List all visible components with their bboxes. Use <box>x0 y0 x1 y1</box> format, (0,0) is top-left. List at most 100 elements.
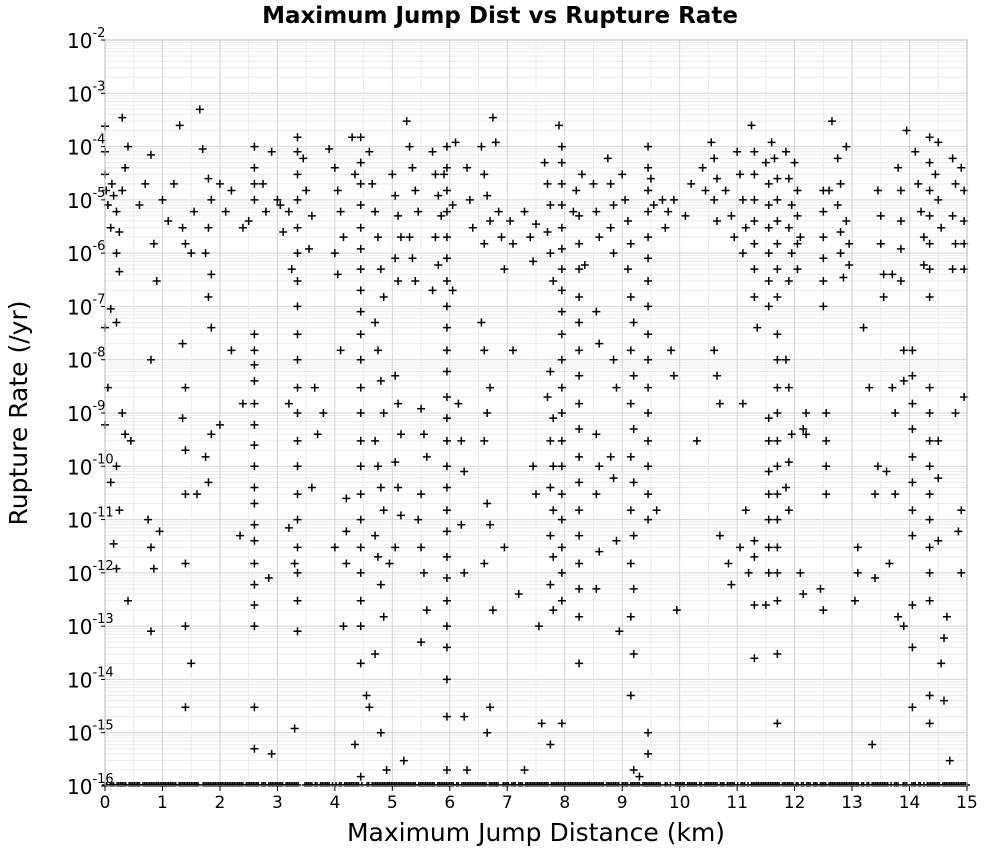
y-tick-label: 10-4 <box>67 133 105 160</box>
data-point <box>644 490 653 499</box>
data-point <box>727 211 736 220</box>
data-point <box>934 436 943 445</box>
data-point <box>925 158 934 167</box>
data-point <box>207 270 216 279</box>
data-point <box>463 163 472 172</box>
data-point <box>417 404 426 413</box>
data-point <box>925 383 934 392</box>
data-point <box>644 186 653 195</box>
data-point <box>284 207 293 216</box>
data-point <box>494 207 503 216</box>
data-point <box>764 568 773 577</box>
data-point <box>580 260 589 269</box>
data-point <box>876 239 885 248</box>
data-point <box>736 170 745 179</box>
data-point <box>391 458 400 467</box>
data-point <box>112 564 121 573</box>
data-point <box>575 506 584 515</box>
data-point <box>546 367 555 376</box>
data-point <box>644 515 653 524</box>
data-point <box>925 543 934 552</box>
data-point <box>764 436 773 445</box>
data-point <box>715 531 724 540</box>
data-point <box>365 147 374 156</box>
data-point <box>454 399 463 408</box>
data-point <box>948 211 957 220</box>
data-point <box>948 265 957 274</box>
data-point <box>899 376 908 385</box>
data-point <box>356 622 365 631</box>
data-point <box>330 163 339 172</box>
data-point <box>356 158 365 167</box>
data-point <box>442 207 451 216</box>
data-point <box>793 211 802 220</box>
data-point <box>442 622 451 631</box>
data-point <box>595 547 604 556</box>
data-point <box>899 622 908 631</box>
data-point <box>649 201 658 210</box>
data-point <box>951 239 960 248</box>
data-point <box>549 506 558 515</box>
data-point <box>557 383 566 392</box>
data-point <box>549 277 558 286</box>
data-point <box>781 355 790 364</box>
data-point <box>730 233 739 242</box>
data-point <box>121 163 130 172</box>
data-point <box>546 483 555 492</box>
data-point <box>629 478 638 487</box>
data-point <box>626 506 635 515</box>
data-point <box>405 142 414 151</box>
data-point <box>825 186 834 195</box>
data-point <box>687 179 696 188</box>
data-point <box>644 749 653 758</box>
data-point <box>764 515 773 524</box>
data-point <box>710 346 719 355</box>
data-point <box>850 596 859 605</box>
data-point <box>925 186 934 195</box>
data-point <box>629 318 638 327</box>
data-point <box>773 515 782 524</box>
data-point <box>937 223 946 232</box>
x-tick-label: 6 <box>444 793 455 813</box>
data-point <box>115 267 124 276</box>
x-tick-label: 0 <box>100 793 111 813</box>
data-point <box>442 367 451 376</box>
data-point <box>529 257 538 266</box>
data-point <box>431 170 440 179</box>
data-point <box>319 409 328 417</box>
data-point <box>477 142 486 151</box>
data-point <box>250 399 259 408</box>
data-point <box>164 217 173 226</box>
data-point <box>802 409 811 417</box>
data-point <box>483 191 492 200</box>
data-point <box>626 346 635 355</box>
data-point <box>925 293 934 302</box>
data-point <box>250 600 259 609</box>
data-point <box>376 728 385 737</box>
data-point <box>339 233 348 242</box>
data-point <box>276 201 285 210</box>
data-point <box>626 399 635 408</box>
data-point <box>460 712 469 721</box>
data-point <box>488 606 497 615</box>
data-point <box>451 138 460 147</box>
data-point <box>259 179 268 188</box>
data-point <box>293 409 302 417</box>
data-point <box>483 499 492 508</box>
data-point <box>896 186 905 195</box>
data-point <box>557 179 566 188</box>
data-point <box>646 174 655 183</box>
data-point <box>448 286 457 295</box>
data-point <box>644 355 653 364</box>
data-point <box>793 265 802 274</box>
data-point <box>914 179 923 188</box>
data-point <box>342 494 351 503</box>
data-point <box>293 543 302 552</box>
data-point <box>434 191 443 200</box>
data-point <box>557 142 566 151</box>
data-point <box>146 355 155 364</box>
data-point <box>178 414 187 423</box>
data-point <box>615 627 624 636</box>
data-point <box>442 163 451 172</box>
data-point <box>207 323 216 332</box>
